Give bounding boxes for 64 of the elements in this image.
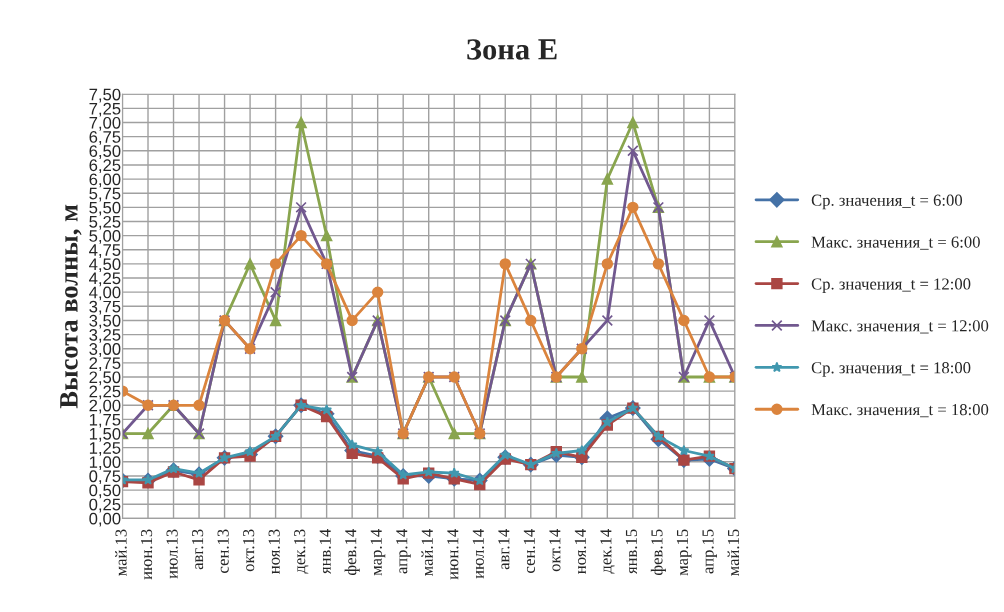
x-tick-label: сен.13	[217, 529, 229, 573]
y-tick-label: 5,50	[89, 201, 121, 216]
x-tick-label: янв.14	[319, 529, 331, 575]
x-tick-label: авг.14	[498, 529, 510, 570]
x-tick-label: май.15	[727, 529, 740, 576]
y-tick-label: 0,75	[89, 470, 121, 485]
x-tick-label: фев.14	[344, 529, 360, 576]
x-tick-label: сен.14	[523, 529, 536, 573]
x-tick-label: апр.14	[396, 529, 411, 574]
y-tick-label: 6,00	[89, 173, 121, 188]
x-tick-label: июл.14	[472, 529, 484, 579]
y-tick-label: 2,25	[89, 385, 121, 400]
x-tick-label: дек.13	[294, 529, 309, 574]
y-tick-label: 1,00	[89, 456, 121, 470]
y-tick-label: 2,00	[89, 399, 121, 414]
y-tick-label: 1,75	[89, 413, 121, 428]
y-tick-label: 0,00	[89, 512, 121, 527]
x-tick-label: окт.14	[549, 529, 561, 572]
y-axis-title: Высота волны, м	[60, 204, 82, 409]
x-tick-label: май.13	[115, 529, 127, 576]
y-tick-label: 5,00	[89, 230, 121, 244]
y-tick-label: 3,25	[89, 328, 121, 343]
legend-label: Ср. значения_t = 6:00	[811, 194, 963, 210]
y-tick-label: 1,50	[89, 427, 121, 442]
x-tick-label: фев.15	[650, 529, 666, 576]
legend-label: Ср. значения_t = 12:00	[811, 278, 971, 293]
x-tick-label: авг.13	[192, 529, 204, 570]
y-tick-label: 4,50	[89, 258, 121, 273]
x-tick-label: мар.15	[676, 529, 692, 576]
x-tick-label: июн.13	[140, 529, 153, 580]
y-tick-label: 6,25	[89, 159, 121, 174]
y-tick-label: 4,25	[89, 272, 121, 287]
legend-label: Макс. значения_t = 18:00	[811, 403, 989, 418]
legend-label: Ср. значения_t = 18:00	[811, 362, 971, 377]
y-tick-label: 5,25	[89, 215, 121, 230]
y-tick-label: 6,75	[89, 131, 121, 145]
x-tick-label: май.14	[421, 529, 433, 576]
x-tick-label: мар.14	[370, 529, 386, 576]
y-tick-label: 3,75	[89, 300, 121, 315]
x-tick-label: ноя.14	[574, 529, 587, 574]
x-tick-label: окт.13	[243, 529, 255, 572]
y-tick-label: 4,75	[89, 244, 121, 258]
y-tick-label: 3,50	[89, 314, 121, 329]
chart-title: Зона Е	[467, 39, 557, 60]
y-tick-label: 0,25	[89, 498, 121, 513]
y-tick-label: 3,00	[89, 343, 121, 357]
y-tick-label: 2,75	[89, 357, 121, 372]
legend-label: Макс. значения_t = 6:00	[811, 236, 980, 250]
y-tick-label: 2,50	[89, 371, 121, 386]
y-tick-label: 0,50	[89, 484, 121, 499]
x-tick-label: дек.14	[600, 529, 615, 574]
y-tick-label: 5,75	[89, 187, 121, 202]
x-tick-label: апр.15	[702, 529, 717, 574]
legend-label: Макс. значения_t = 12:00	[811, 320, 989, 334]
x-tick-label: янв.15	[625, 529, 638, 575]
y-tick-label: 4,00	[89, 286, 121, 301]
x-tick-label: июн.14	[447, 529, 459, 580]
x-tick-label: июл.13	[166, 529, 178, 579]
y-tick-label: 7,00	[89, 116, 121, 131]
y-tick-label: 7,50	[89, 88, 121, 103]
y-tick-label: 1,25	[89, 442, 121, 456]
x-tick-label: ноя.13	[268, 529, 280, 574]
y-tick-label: 7,25	[89, 102, 121, 117]
y-tick-label: 6,50	[89, 145, 121, 159]
